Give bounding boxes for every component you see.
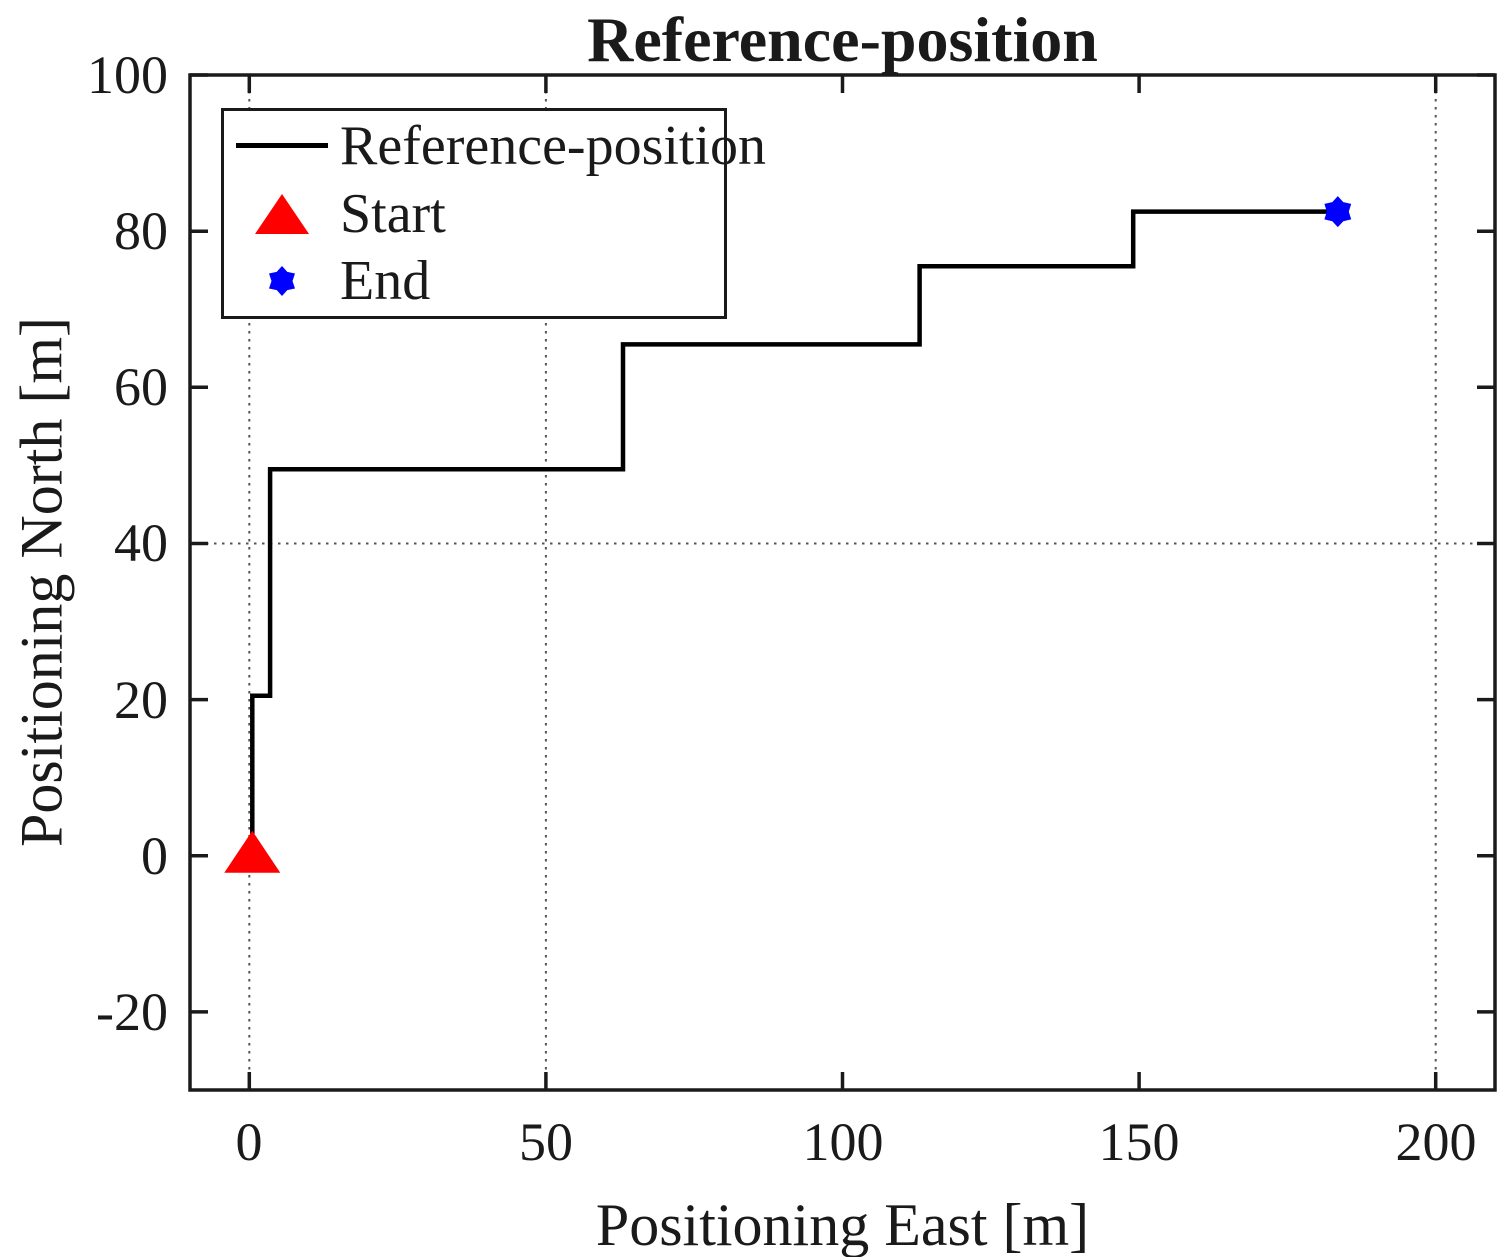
- y-tick-label-20: 20: [114, 670, 168, 730]
- legend-label: Start: [340, 182, 446, 245]
- y-tick-label-40: 40: [114, 513, 168, 573]
- legend-item-start: Start: [224, 181, 724, 247]
- legend: Reference-position Start End: [221, 108, 766, 319]
- triangle-marker: [255, 193, 309, 234]
- hexagram-icon: [269, 266, 295, 297]
- x-axis-label: Positioning East [m]: [595, 1192, 1090, 1257]
- x-tick-label-200: 200: [1395, 1112, 1477, 1172]
- y-tick-label--20: -20: [96, 982, 168, 1042]
- reference-position-path: [250, 209, 1338, 856]
- legend-item-reference-position: Reference-position: [224, 113, 766, 179]
- line-swatch-icon: [236, 143, 328, 149]
- legend-label: Reference-position: [340, 114, 767, 177]
- y-tick-label-60: 60: [114, 357, 168, 417]
- end-marker-hexagram: [1324, 196, 1352, 228]
- legend-item-end: End: [224, 248, 724, 314]
- x-tick-label-50: 50: [519, 1112, 573, 1172]
- y-tick-label-100: 100: [87, 45, 168, 105]
- legend-swatch: [224, 263, 340, 299]
- legend-swatch: [224, 143, 340, 149]
- chart-title: Reference-position: [587, 4, 1098, 75]
- triangle-up-icon: [255, 193, 309, 234]
- y-axis-label: Positioning North [m]: [8, 316, 75, 848]
- x-tick-label-0: 0: [235, 1112, 263, 1172]
- legend-label: End: [340, 250, 431, 313]
- legend-swatch: [224, 192, 340, 236]
- start-marker-triangle: [224, 830, 281, 873]
- x-tick-label-150: 150: [1098, 1112, 1180, 1172]
- hexagram-marker: [269, 266, 295, 297]
- y-tick-label-80: 80: [114, 201, 168, 261]
- y-tick-label-0: 0: [141, 826, 168, 886]
- x-tick-label-100: 100: [802, 1112, 884, 1172]
